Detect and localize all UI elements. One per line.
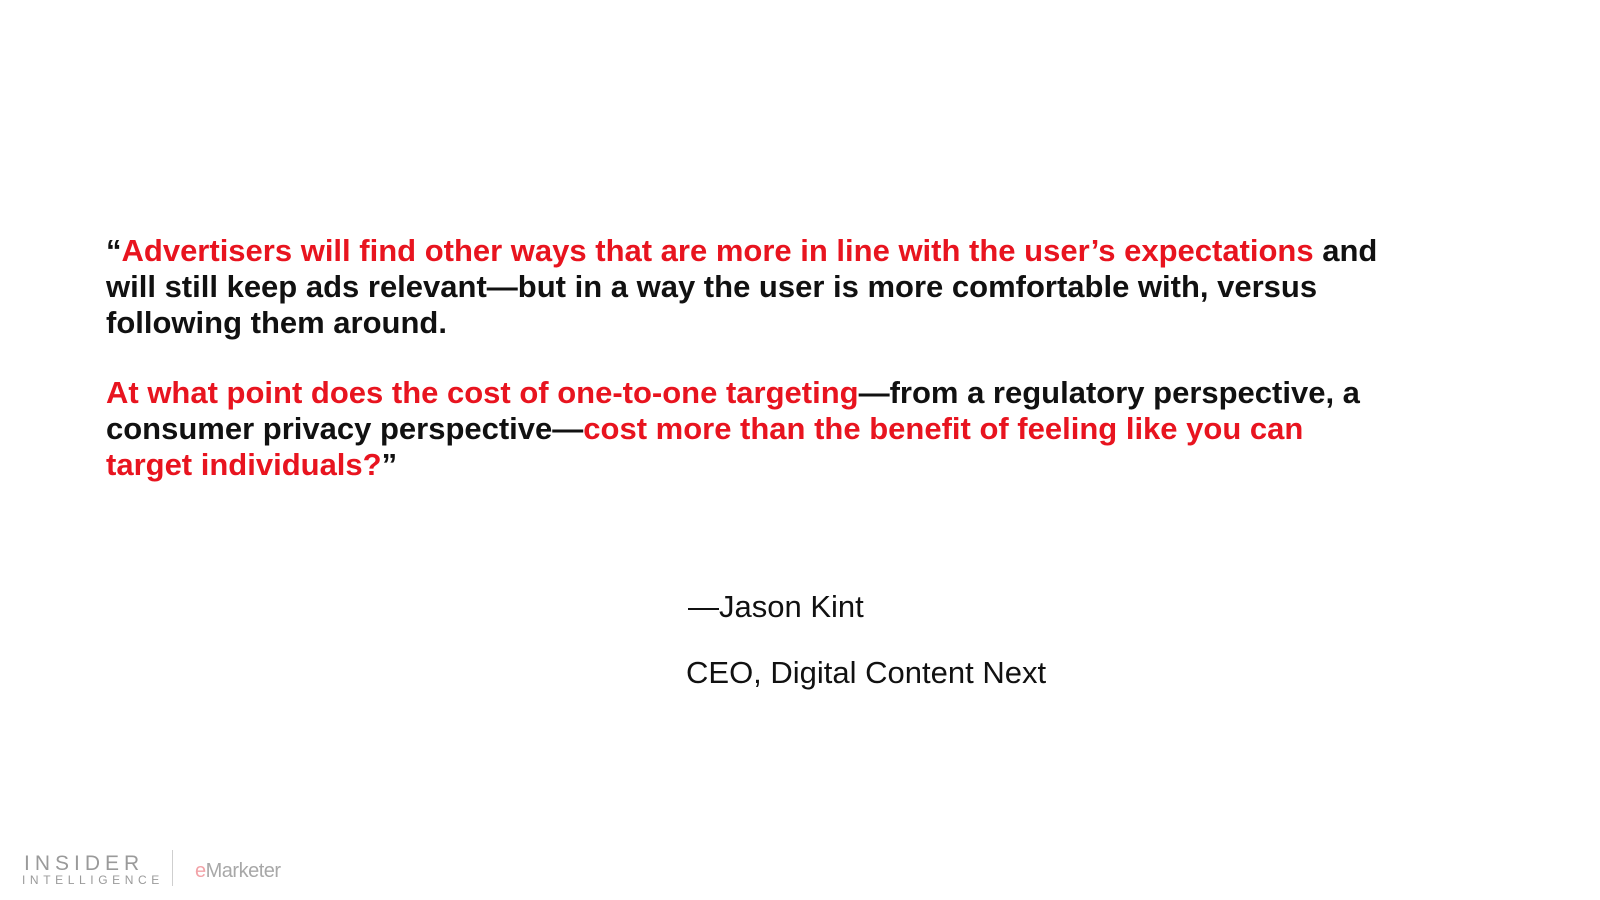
quote-line: At what point does the cost of one-to-on… — [106, 375, 1377, 411]
quote-line: target individuals?” — [106, 447, 1377, 483]
quote-line: will still keep ads relevant—but in a wa… — [106, 269, 1377, 305]
insider-logo-line1: INSIDER — [24, 852, 145, 875]
logo-divider — [172, 850, 173, 886]
quote-line: consumer privacy perspective—cost more t… — [106, 411, 1377, 447]
quote-segment: cost more than the benefit of feeling li… — [583, 411, 1304, 446]
quote-segment: will still keep ads relevant—but in a wa… — [106, 269, 1318, 304]
quote-segment: Advertisers will find other ways that ar… — [121, 233, 1314, 268]
insider-logo-line2: INTELLIGENCE — [22, 873, 164, 887]
quote-segment: “ — [106, 233, 122, 268]
attribution-name: —Jason Kint — [688, 589, 864, 624]
emarketer-logo: eMarketer — [195, 860, 281, 882]
attribution-title: CEO, Digital Content Next — [686, 655, 1047, 690]
quote-segment: and — [1313, 233, 1378, 268]
quote-line: “Advertisers will find other ways that a… — [106, 233, 1377, 269]
quote-segment: ” — [381, 447, 398, 482]
quote-segment: target individuals? — [106, 447, 382, 482]
quote-segment: consumer privacy perspective— — [106, 411, 584, 446]
quote-block: “Advertisers will find other ways that a… — [106, 233, 1377, 483]
quote-segment: At what point does the cost of one-to-on… — [106, 375, 859, 410]
quote-line: following them around. — [106, 305, 1377, 341]
quote-segment: following them around. — [106, 305, 447, 340]
quote-segment: —from a regulatory perspective, a — [858, 375, 1360, 410]
